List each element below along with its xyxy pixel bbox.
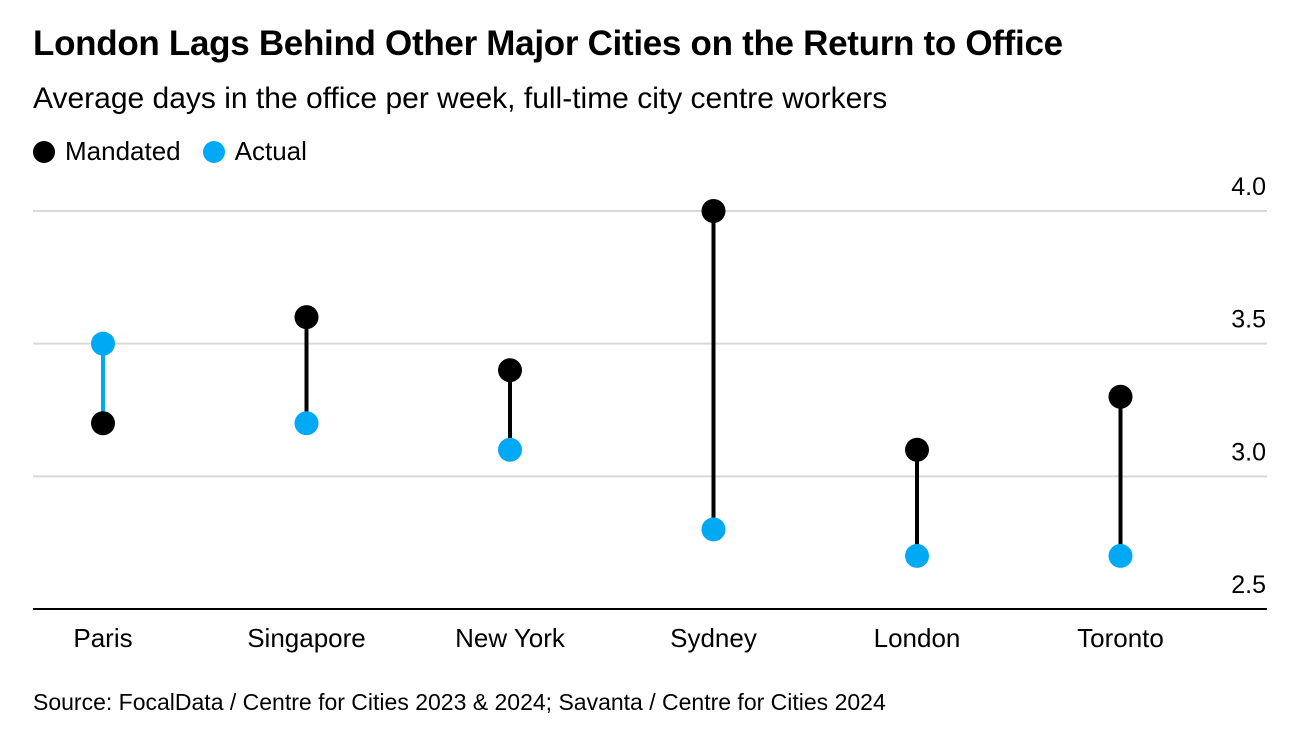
x-tick-label: London (874, 623, 961, 653)
legend-item-actual: Actual (202, 136, 307, 167)
x-tick-label: Toronto (1077, 623, 1164, 653)
y-tick-label: 4.0 (1231, 173, 1266, 201)
legend-label-mandated: Mandated (65, 136, 181, 166)
x-tick-label: Singapore (247, 623, 366, 653)
mandated-point (498, 358, 522, 383)
actual-point (498, 437, 522, 462)
actual-point (905, 543, 929, 568)
mandated-point (1108, 384, 1133, 409)
legend-dot-actual (202, 140, 225, 163)
mandated-point (701, 199, 726, 223)
x-tick-label: Paris (73, 623, 132, 653)
mandated-point (91, 411, 115, 436)
y-tick-label: 2.5 (1231, 571, 1266, 599)
y-tick-label: 3.0 (1231, 438, 1266, 466)
legend-label-actual: Actual (234, 136, 307, 166)
legend-item-mandated: Mandated (33, 136, 181, 167)
actual-point (294, 411, 319, 436)
legend: Mandated Actual (33, 136, 329, 167)
chart-title: London Lags Behind Other Major Cities on… (33, 24, 1063, 63)
x-tick-label: New York (455, 623, 566, 653)
actual-point (701, 517, 726, 542)
chart-subtitle: Average days in the office per week, ful… (33, 82, 888, 115)
actual-point (91, 331, 115, 356)
actual-point (1108, 543, 1133, 568)
mandated-point (294, 305, 319, 330)
source-note: Source: FocalData / Centre for Cities 20… (33, 689, 886, 715)
mandated-point (905, 437, 929, 462)
x-tick-label: Sydney (670, 623, 757, 653)
y-tick-label: 3.5 (1231, 306, 1266, 334)
legend-dot-mandated (33, 140, 55, 163)
